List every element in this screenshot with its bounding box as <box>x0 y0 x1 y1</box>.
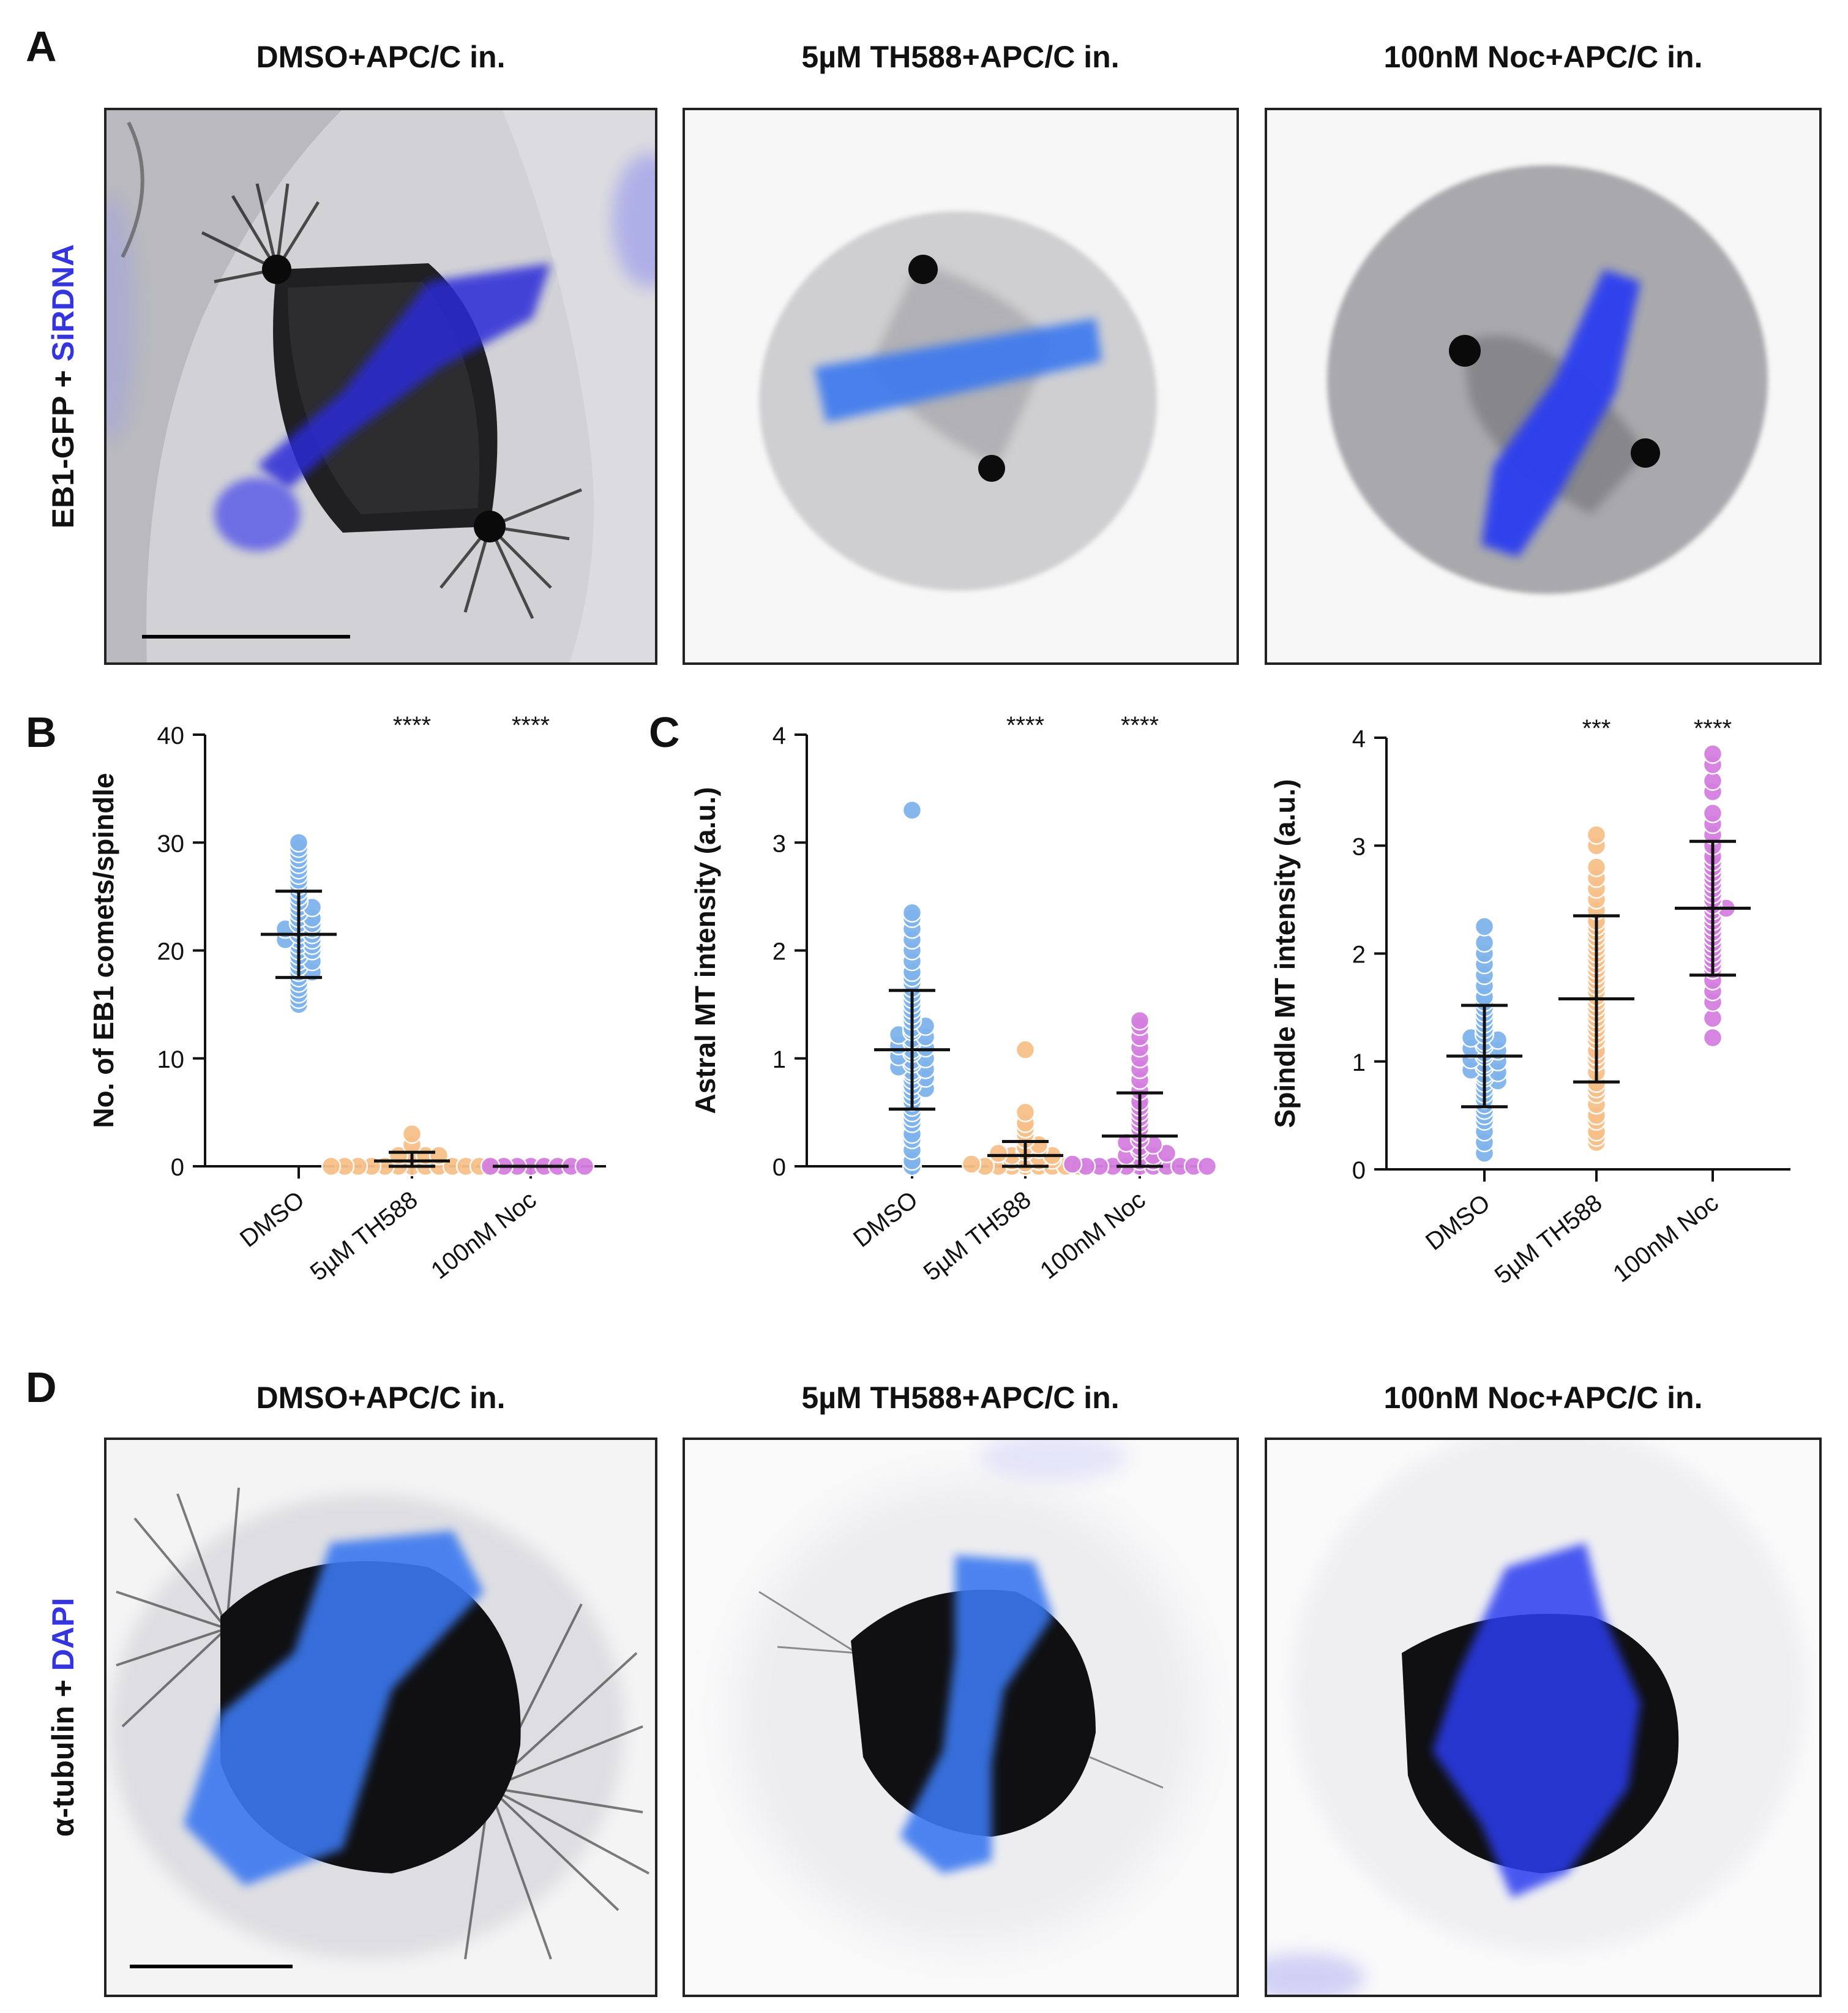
y-tick-label: 0 <box>171 1154 184 1181</box>
data-point <box>1129 1010 1150 1031</box>
panel-a-ylabel: EB1-GFP + SiRDNA <box>46 244 80 528</box>
x-tick-label: DMSO <box>1421 1189 1495 1256</box>
significance-label: *** <box>1582 715 1611 742</box>
data-point <box>1474 917 1495 937</box>
panel-a-title-th588: 5µM TH588+APC/C in. <box>801 40 1119 74</box>
x-tick-label: 5µM TH588 <box>305 1186 423 1286</box>
significance-label: **** <box>1694 715 1732 742</box>
significance-label: **** <box>1121 712 1159 739</box>
x-tick-label: 5µM TH588 <box>1490 1189 1607 1289</box>
data-point <box>1015 1040 1036 1060</box>
y-tick-label: 3 <box>1352 833 1366 860</box>
panel-a-ylabel-dna: SiRDNA <box>46 244 80 362</box>
data-point <box>961 1154 982 1174</box>
chart-b: 0 10 20 30 40 No. of EB1 comets/spindle DMSO5µ… <box>88 712 606 1286</box>
y-tick-label: 10 <box>157 1046 185 1073</box>
y-tick-label: 2 <box>772 939 786 965</box>
micrograph-a-noc <box>1266 109 1820 664</box>
data-point <box>574 1156 595 1177</box>
y-tick-label: 20 <box>157 939 185 965</box>
panel-d-ylabel: α-tubulin + DAPI <box>46 1598 80 1837</box>
y-tick-label: 0 <box>772 1154 786 1181</box>
data-point <box>1702 803 1723 823</box>
data-point <box>1197 1156 1218 1177</box>
y-tick-label: 4 <box>1352 725 1366 752</box>
y-tick-label: 30 <box>157 830 185 857</box>
y-tick-label: 4 <box>772 722 786 749</box>
data-point <box>1586 857 1607 877</box>
panel-d-title-dmso: DMSO+APC/C in. <box>256 1381 506 1415</box>
y-axis-title: Astral MT intensity (a.u.) <box>689 787 721 1114</box>
data-point <box>1015 1102 1036 1123</box>
panel-a: A DMSO+APC/C in. 5µM TH588+APC/C in. 100… <box>26 23 1822 665</box>
significance-label: **** <box>1006 712 1044 739</box>
panel-d-ylabel-dna: DAPI <box>46 1598 80 1671</box>
y-tick-label: 2 <box>1352 942 1366 969</box>
panel-letter-b: B <box>26 708 57 756</box>
data-point <box>1702 744 1723 764</box>
data-point <box>1062 1154 1083 1174</box>
x-tick-label: 5µM TH588 <box>919 1186 1036 1286</box>
x-tick-label: 100nM Noc <box>1035 1186 1150 1284</box>
y-tick-label: 0 <box>1352 1157 1366 1184</box>
panel-d-ylabel-stain: α-tubulin + <box>46 1671 80 1837</box>
data-point <box>902 800 922 820</box>
x-tick-label: DMSO <box>235 1186 310 1253</box>
x-tick-label: DMSO <box>848 1186 923 1253</box>
y-axis-title: No. of EB1 comets/spindle <box>88 773 119 1128</box>
significance-label: **** <box>393 712 431 739</box>
panel-d-title-th588: 5µM TH588+APC/C in. <box>801 1381 1119 1415</box>
data-point <box>321 1156 342 1177</box>
panel-b: B 0 10 20 30 40 No. of EB1 comets/spindle DMSO… <box>26 708 606 1286</box>
y-tick-label: 40 <box>157 722 185 749</box>
panel-a-title-noc: 100nM Noc+APC/C in. <box>1384 40 1703 74</box>
y-tick-label: 1 <box>1352 1049 1366 1076</box>
y-tick-label: 1 <box>772 1046 786 1073</box>
data-point <box>1586 825 1607 845</box>
panel-a-ylabel-stain: EB1-GFP + <box>46 361 80 528</box>
panel-d: D DMSO+APC/C in. 5µM TH588+APC/C in. 100… <box>26 1363 1822 1997</box>
micrograph-d-dmso <box>105 1439 656 1996</box>
micrograph-a-th588 <box>684 109 1238 664</box>
data-point <box>402 1123 422 1144</box>
data-point <box>288 833 309 853</box>
micrograph-d-th588 <box>684 1439 1238 1996</box>
y-axis-title: Spindle MT intensity (a.u.) <box>1269 779 1301 1128</box>
panel-d-title-noc: 100nM Noc+APC/C in. <box>1384 1381 1703 1415</box>
x-tick-label: 100nM Noc <box>1608 1189 1723 1288</box>
y-tick-label: 3 <box>772 830 786 857</box>
data-point <box>1702 1027 1723 1048</box>
panel-letter-c: C <box>649 708 680 756</box>
data-point <box>902 902 922 923</box>
chart-c-spindle: 0 1 2 3 4 Spindle MT intensity (a.u.) DMSO5µM … <box>1269 715 1790 1289</box>
significance-label: **** <box>512 712 550 739</box>
data-point <box>988 1143 1009 1164</box>
panel-a-title-dmso: DMSO+APC/C in. <box>256 40 506 74</box>
micrograph-a-dmso <box>105 109 656 664</box>
micrograph-d-noc <box>1266 1439 1820 1996</box>
panel-letter-a: A <box>26 23 57 70</box>
x-tick-label: 100nM Noc <box>426 1186 541 1284</box>
panel-letter-d: D <box>26 1363 57 1411</box>
